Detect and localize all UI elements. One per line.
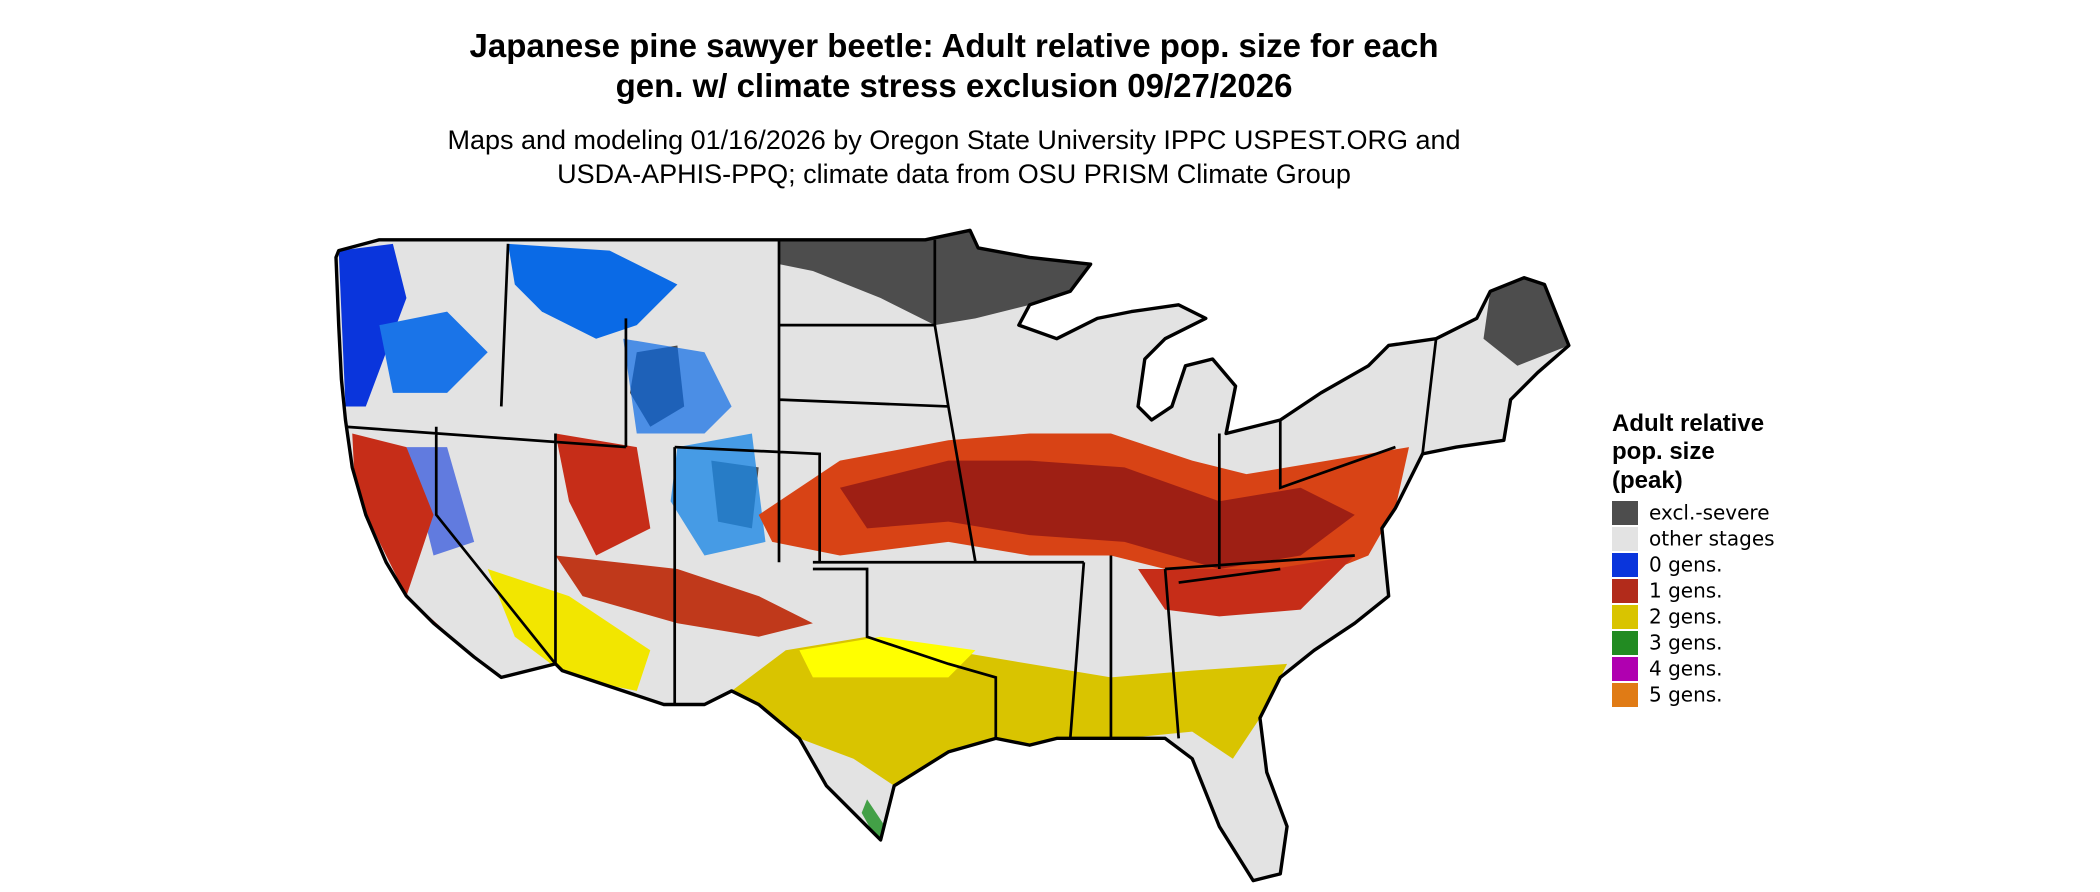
legend-swatch	[1612, 605, 1638, 629]
legend-swatch	[1612, 527, 1638, 551]
map	[334, 228, 1571, 883]
legend-label: 4 gens.	[1649, 657, 1723, 681]
legend: Adult relative pop. size (peak) excl.-se…	[1612, 410, 1775, 707]
legend-label: other stages	[1649, 527, 1775, 551]
legend-label: 5 gens.	[1649, 683, 1723, 707]
legend-label: 1 gens.	[1649, 579, 1723, 603]
legend-label: 2 gens.	[1649, 605, 1723, 629]
legend-title: (peak)	[1612, 467, 1683, 494]
legend-label: excl.-severe	[1649, 501, 1770, 525]
subtitle-line: USDA-APHIS-PPQ; climate data from OSU PR…	[557, 159, 1351, 189]
title-line: gen. w/ climate stress exclusion 09/27/2…	[616, 67, 1293, 104]
legend-swatch	[1612, 579, 1638, 603]
legend-title: pop. size	[1612, 438, 1715, 465]
subtitle-line: Maps and modeling 01/16/2026 by Oregon S…	[447, 125, 1460, 155]
legend-swatch	[1612, 657, 1638, 681]
legend-swatch	[1612, 501, 1638, 525]
legend-swatch	[1612, 553, 1638, 577]
title-line: Japanese pine sawyer beetle: Adult relat…	[470, 27, 1439, 64]
legend-swatch	[1612, 683, 1638, 707]
legend-title: Adult relative	[1612, 410, 1764, 437]
legend-label: 0 gens.	[1649, 553, 1723, 577]
legend-swatch	[1612, 631, 1638, 655]
legend-label: 3 gens.	[1649, 631, 1723, 655]
